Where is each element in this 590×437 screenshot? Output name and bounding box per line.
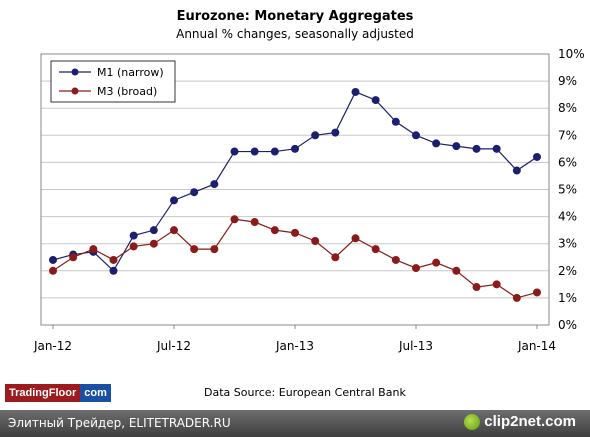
data-point <box>230 147 239 156</box>
data-point <box>109 266 118 275</box>
data-point <box>512 293 521 302</box>
legend-label: M1 (narrow) <box>97 66 164 79</box>
data-point <box>351 87 360 96</box>
data-point <box>270 147 279 156</box>
y-tick-label: 8% <box>558 101 577 115</box>
data-point <box>129 231 138 240</box>
y-tick-label: 2% <box>558 264 577 278</box>
brand-part-1: TradingFloor <box>5 384 81 402</box>
line-chart: 0% 1% 2% 3% 4% 5% 6% 7% 8% 9% 10% Jan-12 Jul-12 Jan-1… <box>33 47 585 353</box>
data-point <box>210 180 219 189</box>
data-point <box>291 144 299 153</box>
clip2net-icon <box>464 413 481 430</box>
data-point <box>311 236 320 245</box>
chart-subtitle: Annual % changes, seasonally adjusted <box>176 27 414 41</box>
clip2net-logo: clip2net.com <box>464 413 576 430</box>
y-tick-label: 6% <box>558 155 577 169</box>
data-point <box>170 226 178 235</box>
x-tick-label: Jan-12 <box>33 339 72 353</box>
data-point <box>351 234 360 243</box>
data-point <box>270 226 279 235</box>
y-tick-label: 9% <box>558 74 577 88</box>
data-point <box>250 147 259 156</box>
data-point <box>250 218 259 227</box>
x-tick-label: Jan-14 <box>517 339 556 353</box>
data-point <box>331 253 340 262</box>
data-point <box>129 242 138 251</box>
data-point <box>190 188 199 197</box>
data-point <box>432 258 441 267</box>
footer-bar: Элитный Трейдер, ELITETRADER.RU clip2net… <box>0 410 590 437</box>
data-point <box>412 131 420 140</box>
data-point <box>512 166 521 175</box>
y-tick-label: 7% <box>558 128 577 142</box>
data-point <box>452 142 461 151</box>
data-point <box>412 264 420 273</box>
brand-part-2: com <box>80 384 111 402</box>
legend-box <box>50 60 176 103</box>
y-tick-label: 10% <box>558 47 585 61</box>
data-point <box>331 128 340 137</box>
data-point <box>49 266 57 275</box>
clip2net-label: clip2net.com <box>484 413 576 430</box>
data-point <box>190 245 199 254</box>
data-point <box>311 131 320 140</box>
y-tick-label: 3% <box>558 237 577 251</box>
data-point <box>533 288 541 297</box>
footer-text: Элитный Трейдер, ELITETRADER.RU <box>8 416 231 430</box>
data-point <box>89 245 98 254</box>
data-point <box>492 144 501 153</box>
x-tick-label: Jul-13 <box>398 339 433 353</box>
data-point <box>492 280 501 289</box>
data-point <box>69 253 78 262</box>
x-tick-label: Jul-12 <box>156 339 191 353</box>
data-point <box>109 255 118 264</box>
y-tick-label: 0% <box>558 318 577 332</box>
data-point <box>210 245 219 254</box>
data-point <box>371 96 380 105</box>
legend-marker <box>71 87 79 95</box>
legend-marker <box>71 68 79 76</box>
data-source: Data Source: European Central Bank <box>204 386 406 399</box>
data-point <box>432 139 441 148</box>
data-point <box>149 226 158 235</box>
data-point <box>472 144 481 153</box>
tradingfloor-logo: TradingFloor com <box>5 384 111 402</box>
y-tick-label: 4% <box>558 210 577 224</box>
data-point <box>49 255 57 264</box>
data-point <box>170 196 178 205</box>
data-point <box>472 283 481 292</box>
data-point <box>452 266 461 275</box>
data-point <box>230 215 239 224</box>
chart-title: Eurozone: Monetary Aggregates <box>176 9 414 24</box>
data-point <box>391 255 400 264</box>
legend-label: M3 (broad) <box>97 85 157 98</box>
x-tick-label: Jan-13 <box>275 339 314 353</box>
y-tick-label: 5% <box>558 183 577 197</box>
data-point <box>149 239 158 248</box>
data-point <box>533 152 541 161</box>
data-point <box>291 228 299 237</box>
data-point <box>391 117 400 126</box>
y-tick-label: 1% <box>558 291 577 305</box>
data-point <box>371 245 380 254</box>
